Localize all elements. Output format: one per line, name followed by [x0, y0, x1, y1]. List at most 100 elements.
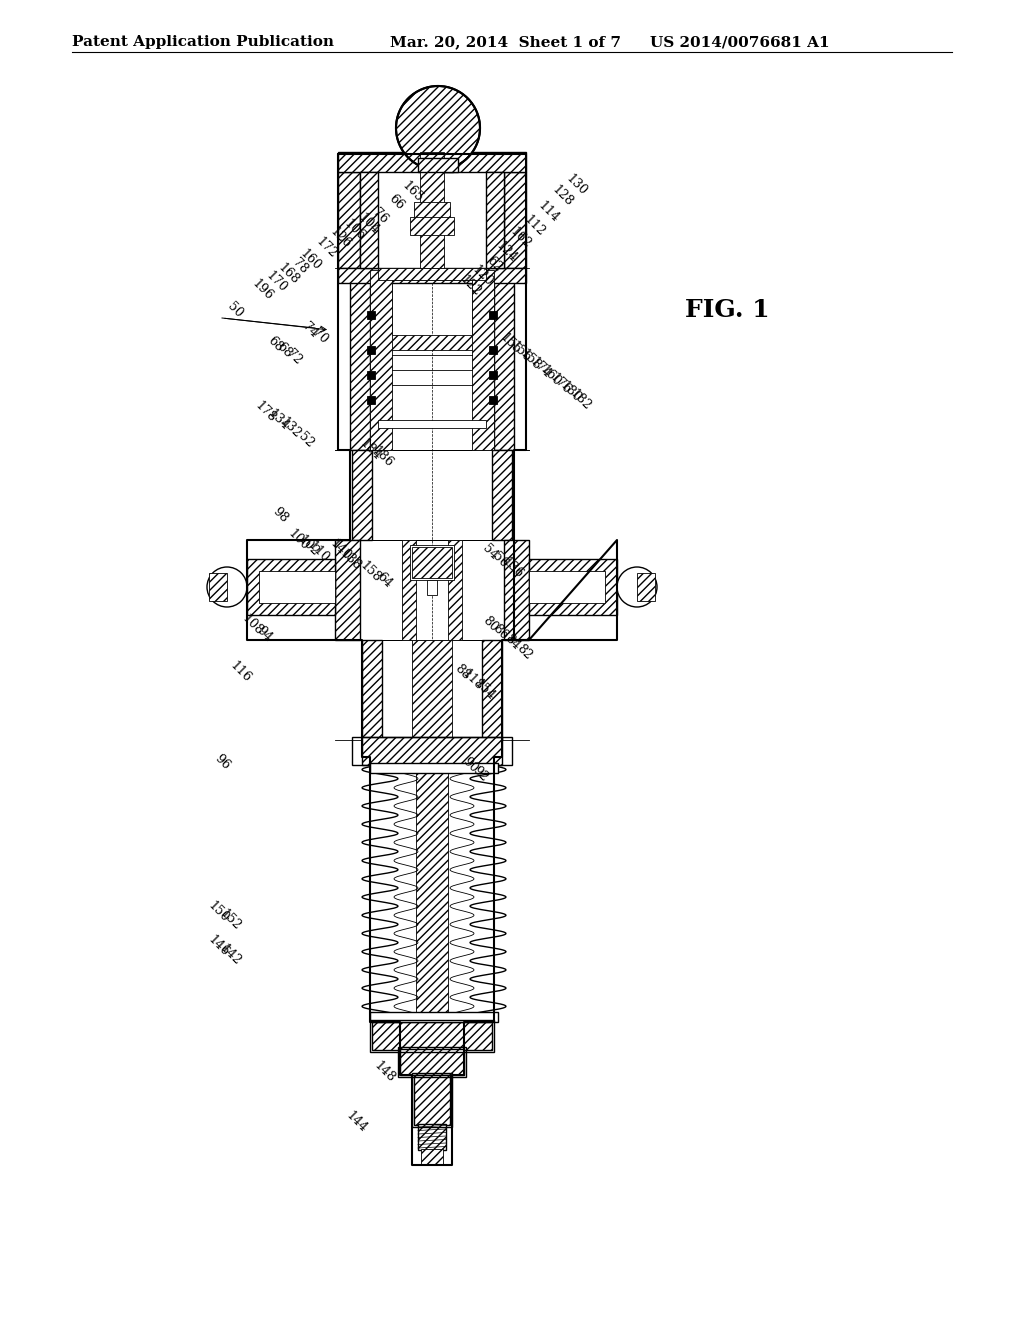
Text: 106: 106 [341, 216, 367, 243]
Text: 160: 160 [537, 363, 563, 389]
Text: 96: 96 [212, 752, 232, 772]
Bar [378, 420, 486, 428]
Bar [418, 1125, 446, 1150]
Text: 140: 140 [327, 537, 353, 564]
Bar [489, 312, 497, 319]
Text: 168: 168 [274, 261, 301, 286]
Bar [378, 268, 486, 280]
Bar [335, 540, 360, 640]
Bar [637, 573, 655, 601]
Text: 102: 102 [295, 533, 322, 560]
Circle shape [396, 86, 480, 170]
Text: 64: 64 [374, 570, 394, 590]
Text: 158: 158 [517, 347, 543, 374]
Text: 74: 74 [300, 319, 321, 341]
Text: 98: 98 [269, 504, 290, 525]
Bar [504, 172, 526, 268]
Text: 184: 184 [357, 437, 383, 463]
Text: 122: 122 [457, 273, 483, 300]
Text: 90: 90 [460, 755, 480, 775]
Bar [367, 346, 375, 354]
Text: 88: 88 [452, 661, 472, 682]
Text: 180: 180 [557, 379, 583, 405]
Text: Patent Application Publication: Patent Application Publication [72, 36, 334, 49]
Bar [412, 640, 452, 741]
Bar [372, 450, 492, 540]
Text: 142: 142 [217, 942, 243, 968]
Text: 80: 80 [480, 614, 501, 634]
Bar [416, 766, 449, 1020]
Text: US 2014/0076681 A1: US 2014/0076681 A1 [650, 36, 829, 49]
Bar [412, 546, 452, 578]
Text: 138: 138 [337, 546, 364, 573]
Text: 134: 134 [265, 407, 291, 433]
Bar [529, 572, 605, 603]
Text: 112: 112 [521, 213, 547, 239]
Bar [352, 450, 372, 540]
Text: 100: 100 [285, 527, 311, 553]
Text: 136: 136 [499, 554, 525, 581]
Bar [370, 271, 392, 450]
Text: 116: 116 [227, 659, 253, 685]
Bar [367, 396, 375, 404]
Text: 174: 174 [527, 355, 553, 381]
Bar [449, 540, 462, 640]
Bar [372, 1022, 492, 1049]
Text: 126: 126 [327, 224, 353, 251]
Bar [360, 540, 504, 640]
Text: 114: 114 [535, 199, 561, 226]
Text: 186: 186 [369, 444, 395, 470]
Bar [427, 579, 437, 595]
Text: 118: 118 [459, 667, 485, 693]
Text: 52: 52 [296, 430, 316, 450]
Text: 76: 76 [370, 206, 390, 226]
Bar [486, 335, 494, 420]
Bar [378, 172, 486, 268]
Text: 155: 155 [497, 331, 523, 356]
Text: 56: 56 [489, 550, 510, 570]
Text: 144: 144 [343, 1109, 369, 1135]
Bar [370, 1020, 494, 1052]
Bar [472, 271, 494, 450]
Text: 130: 130 [563, 172, 589, 198]
Bar [338, 172, 360, 268]
Text: 132: 132 [276, 414, 303, 441]
Text: 196: 196 [249, 277, 275, 304]
Text: 104: 104 [355, 211, 381, 238]
Bar [362, 640, 382, 741]
Bar [209, 573, 227, 601]
Text: 120: 120 [469, 263, 495, 289]
Bar [414, 202, 450, 220]
Text: 108: 108 [239, 612, 265, 638]
Bar [370, 763, 498, 774]
Bar [486, 172, 504, 268]
Circle shape [617, 568, 657, 607]
Text: 148: 148 [371, 1059, 397, 1085]
Bar [410, 216, 454, 235]
Bar [338, 268, 526, 282]
Text: 160: 160 [297, 247, 324, 273]
Text: 94: 94 [254, 624, 274, 644]
Text: 66: 66 [386, 191, 407, 213]
Bar [382, 640, 482, 741]
Bar [494, 268, 514, 450]
Bar [370, 1012, 498, 1022]
Bar [247, 558, 335, 615]
Bar [378, 268, 486, 280]
Text: 156: 156 [507, 339, 534, 366]
Bar [412, 1073, 452, 1127]
Text: 68: 68 [273, 339, 294, 360]
Bar [352, 737, 512, 766]
Text: 128: 128 [549, 183, 575, 209]
Bar [489, 396, 497, 404]
Bar [489, 346, 497, 354]
Text: 182: 182 [567, 387, 593, 413]
Bar [370, 335, 494, 350]
Text: 50: 50 [225, 300, 245, 321]
Bar [259, 572, 335, 603]
Text: 68: 68 [265, 334, 286, 354]
Text: 124: 124 [493, 239, 519, 265]
Text: FIG. 1: FIG. 1 [685, 298, 770, 322]
Bar [370, 335, 378, 420]
Text: 82: 82 [514, 642, 535, 663]
